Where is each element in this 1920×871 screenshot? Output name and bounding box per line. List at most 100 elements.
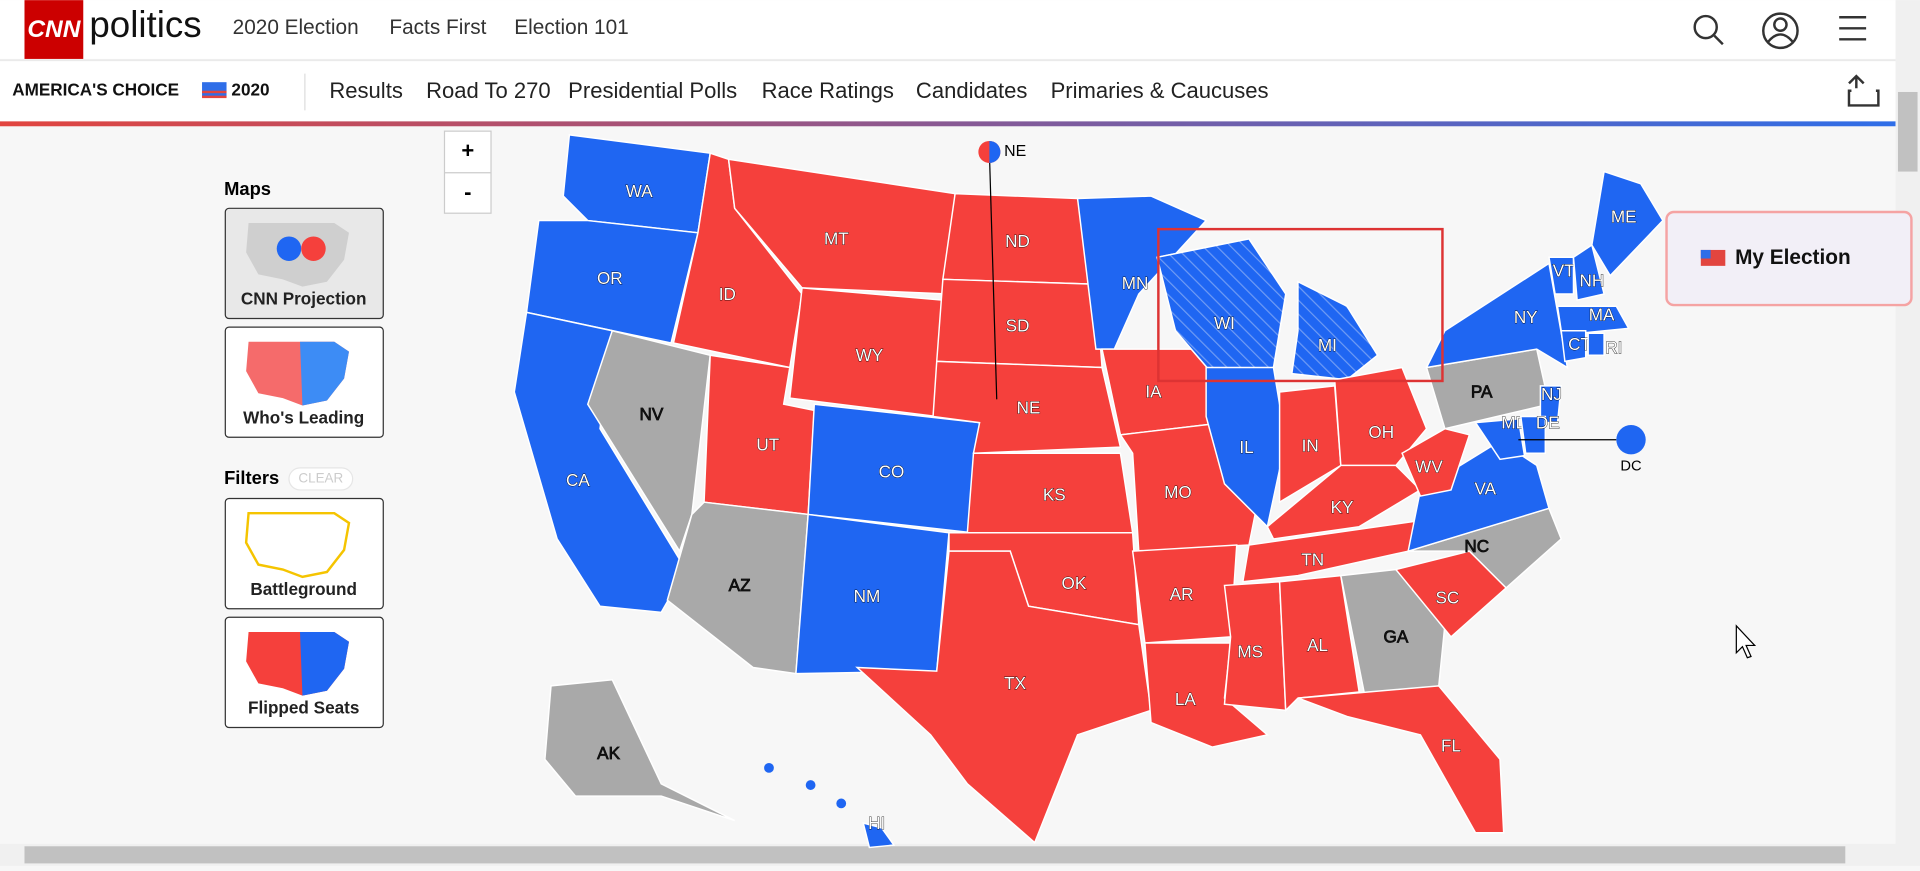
state-label: WI [1214, 313, 1235, 333]
state[interactable] [1556, 305, 1630, 334]
state-label: OH [1368, 422, 1394, 442]
state-label: MO [1164, 482, 1192, 502]
state-label: MS [1237, 641, 1263, 661]
state-label: AL [1307, 635, 1328, 655]
state-label: TX [1004, 673, 1026, 693]
share-icon[interactable] [1847, 74, 1880, 107]
island [764, 763, 774, 773]
state-label: DE [1536, 412, 1560, 432]
choice-brand[interactable]: AMERICA'S CHOICE [12, 79, 179, 99]
state-label: IL [1239, 437, 1253, 457]
maps-title: Maps [224, 178, 271, 199]
state[interactable] [1076, 195, 1208, 350]
option-label[interactable]: Flipped Seats [248, 698, 359, 718]
my-election-label[interactable]: My Election [1735, 246, 1851, 269]
option-label[interactable]: CNN Projection [241, 289, 367, 309]
state[interactable] [1339, 568, 1446, 699]
highlight-box [1157, 227, 1444, 383]
state[interactable] [1407, 440, 1550, 553]
logo[interactable]: CNN [27, 16, 81, 43]
state-label: CA [566, 470, 590, 490]
dc-label: DC [1620, 459, 1642, 475]
state-label: WA [626, 181, 654, 201]
sub-bar [0, 61, 1896, 123]
state-hatch[interactable] [1291, 280, 1379, 381]
state-label: AK [597, 743, 620, 763]
state-label: CT [1568, 334, 1591, 354]
state[interactable] [1425, 262, 1569, 369]
state[interactable] [1587, 332, 1605, 356]
state-label: SC [1435, 587, 1459, 607]
state-label: ID [719, 284, 736, 304]
state-label: NH [1579, 270, 1604, 290]
state-label: WV [1415, 456, 1443, 476]
clear-button[interactable]: CLEAR [298, 470, 343, 485]
top-bar [0, 0, 1896, 59]
state-label: AZ [729, 575, 751, 595]
subnav-item[interactable]: Candidates [916, 78, 1027, 103]
state-label: ND [1005, 231, 1030, 251]
subnav-item[interactable]: Results [329, 78, 402, 103]
state-label: NJ [1541, 384, 1562, 404]
subnav-item[interactable]: Presidential Polls [568, 78, 737, 103]
state-label: CO [879, 461, 905, 481]
option-label[interactable]: Battleground [250, 579, 357, 599]
state-label: IN [1302, 436, 1319, 456]
state[interactable] [1241, 519, 1422, 583]
state[interactable] [1297, 685, 1505, 834]
state-label: NY [1514, 307, 1538, 327]
state[interactable] [1474, 418, 1526, 461]
island [805, 780, 816, 790]
subnav-item[interactable]: Primaries & Caucuses [1051, 78, 1269, 103]
state[interactable] [855, 550, 1152, 844]
state[interactable] [544, 678, 736, 822]
state-label: GA [1384, 627, 1409, 647]
state[interactable] [586, 329, 712, 553]
state[interactable] [1333, 366, 1428, 467]
state[interactable] [1591, 170, 1664, 277]
state[interactable] [1572, 243, 1605, 302]
subnav-item[interactable]: Road To 270 [426, 78, 551, 103]
state[interactable] [1519, 415, 1547, 454]
option-icon-blue [300, 341, 349, 406]
logo-box[interactable] [24, 0, 84, 59]
option-label[interactable]: Who's Leading [243, 407, 364, 427]
state[interactable] [1401, 427, 1471, 497]
state-label: KS [1043, 485, 1066, 505]
state-label: PA [1471, 382, 1493, 402]
choice-year: 2020 [231, 79, 269, 99]
state-label: TN [1301, 549, 1324, 569]
map-option[interactable] [224, 497, 384, 610]
nav-item[interactable]: Facts First [389, 16, 486, 39]
my-election[interactable] [1665, 210, 1913, 307]
state[interactable] [1548, 256, 1575, 295]
nav-item[interactable]: 2020 Election [233, 16, 359, 39]
ne-callout: NE [1004, 143, 1026, 160]
account-icon[interactable] [1762, 12, 1799, 50]
state[interactable] [1560, 330, 1587, 363]
search-icon[interactable] [1693, 14, 1718, 40]
nav-item[interactable]: Election 101 [514, 16, 628, 39]
clear-pill[interactable] [288, 467, 354, 491]
subnav-item[interactable]: Race Ratings [762, 78, 894, 103]
state[interactable] [727, 158, 956, 295]
menu-icon[interactable] [1839, 16, 1867, 41]
state[interactable] [1539, 385, 1563, 424]
state-label: VT [1553, 261, 1575, 281]
state[interactable] [525, 219, 699, 344]
state-label: WY [856, 345, 884, 365]
cursor [1735, 624, 1757, 659]
state[interactable] [1223, 580, 1287, 712]
ne-dot-half [989, 140, 1001, 163]
zoom-out[interactable]: - [464, 179, 471, 204]
zoom-in[interactable]: + [461, 138, 474, 163]
ne-leader [988, 151, 998, 400]
state-label: MA [1589, 305, 1615, 325]
state-label: UT [756, 434, 779, 454]
dc-dot[interactable] [1616, 425, 1646, 455]
state[interactable] [862, 821, 896, 849]
state-label: MN [1122, 273, 1149, 293]
brand[interactable]: politics [89, 4, 201, 45]
state-label: VA [1475, 478, 1497, 498]
